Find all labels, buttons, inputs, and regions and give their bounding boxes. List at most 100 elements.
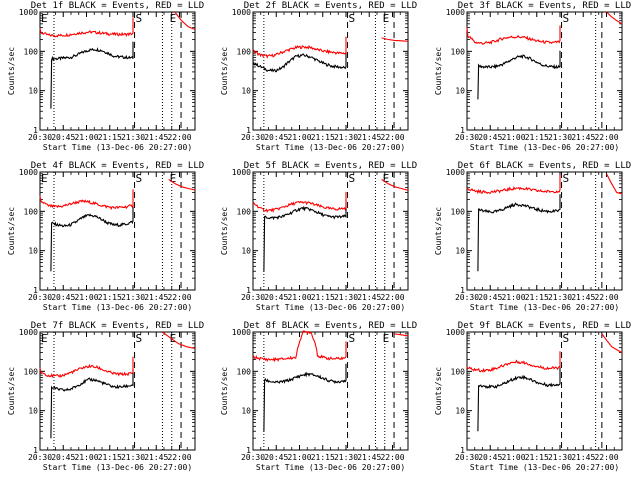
x-tick-label: 21:15	[525, 133, 549, 142]
y-tick-label: 1000	[446, 8, 465, 17]
x-tick-label: 21:45	[571, 293, 595, 302]
x-axis-label: Start Time (13-Dec-06 20:27:00)	[256, 463, 405, 472]
y-axis-label: Counts/sec	[7, 207, 16, 255]
y-tick-label: 100	[24, 207, 39, 216]
y-tick-label: 100	[24, 47, 39, 56]
event-marker-label: E	[383, 12, 390, 25]
x-tick-label: 21:45	[144, 453, 168, 462]
x-tick-label: 21:00	[501, 133, 525, 142]
y-axis-label: Counts/sec	[434, 367, 443, 415]
x-tick-label: 21:45	[144, 133, 168, 142]
x-tick-label: 20:30	[455, 293, 479, 302]
x-tick-label: 21:45	[357, 453, 381, 462]
x-tick-label: 20:45	[264, 453, 288, 462]
lld-series-line	[466, 174, 561, 195]
y-tick-label: 10	[455, 407, 465, 416]
x-tick-label: 21:30	[334, 293, 358, 302]
y-tick-label: 10	[241, 247, 251, 256]
lld-post-event-line	[168, 178, 196, 191]
event-marker-label: E	[41, 172, 48, 185]
y-axis-label: Counts/sec	[434, 47, 443, 95]
events-series-line	[477, 50, 561, 100]
x-tick-label: 20:30	[241, 133, 265, 142]
panel-title: Det 8f BLACK = Events, RED = LLD	[244, 321, 417, 331]
x-axis-label: Start Time (13-Dec-06 20:27:00)	[470, 143, 619, 152]
y-tick-label: 100	[451, 207, 466, 216]
y-tick-label: 1	[246, 286, 251, 295]
y-tick-label: 1000	[19, 168, 38, 177]
x-tick-label: 21:30	[334, 133, 358, 142]
lld-series-line	[39, 17, 134, 38]
event-marker-label: E	[170, 332, 177, 345]
y-tick-label: 10	[28, 87, 38, 96]
y-tick-label: 10	[455, 87, 465, 96]
x-tick-label: 21:00	[74, 453, 98, 462]
panel-title: Det 1f BLACK = Events, RED = LLD	[31, 1, 204, 11]
panel-title: Det 2f BLACK = Events, RED = LLD	[244, 1, 417, 11]
x-tick-label: 22:00	[594, 133, 618, 142]
lld-post-event-line	[381, 178, 409, 191]
x-tick-label: 20:30	[455, 133, 479, 142]
events-series-line	[263, 363, 347, 432]
x-tick-label: 21:15	[311, 453, 335, 462]
x-tick-label: 21:00	[287, 293, 311, 302]
x-tick-label: 20:45	[478, 293, 502, 302]
x-tick-label: 20:45	[478, 133, 502, 142]
y-tick-label: 10	[28, 407, 38, 416]
panel-1: Det 1f BLACK = Events, RED = LLD 1 10 100 10…	[7, 1, 204, 152]
panel-5: Det 5f BLACK = Events, RED = LLD 1 10 100 10…	[220, 161, 417, 312]
event-marker-label: E	[383, 172, 390, 185]
y-axis-label: Counts/sec	[434, 207, 443, 255]
x-tick-label: 21:15	[525, 293, 549, 302]
y-tick-label: 1	[246, 446, 251, 455]
x-tick-label: 21:30	[121, 133, 145, 142]
x-tick-label: 21:15	[311, 293, 335, 302]
lld-series-line	[252, 36, 347, 59]
y-tick-label: 100	[237, 47, 252, 56]
x-tick-label: 22:00	[167, 293, 191, 302]
y-tick-label: 1	[460, 286, 465, 295]
y-tick-label: 100	[24, 367, 39, 376]
event-marker-label: S	[563, 12, 570, 25]
event-marker-label: E	[383, 332, 390, 345]
lld-series-line	[466, 351, 561, 373]
event-marker-label: S	[563, 332, 570, 345]
y-tick-label: 100	[237, 367, 252, 376]
x-tick-label: 20:45	[264, 293, 288, 302]
x-tick-label: 22:00	[380, 293, 404, 302]
y-tick-label: 10	[241, 87, 251, 96]
events-series-line	[50, 205, 134, 272]
panel-title: Det 6f BLACK = Events, RED = LLD	[458, 161, 631, 171]
lld-post-event-line	[174, 11, 196, 31]
x-tick-label: 21:00	[287, 453, 311, 462]
x-axis-label: Start Time (13-Dec-06 20:27:00)	[256, 303, 405, 312]
y-axis-label: Counts/sec	[220, 47, 229, 95]
event-marker-label: S	[349, 172, 356, 185]
x-axis-label: Start Time (13-Dec-06 20:27:00)	[470, 463, 619, 472]
x-axis-label: Start Time (13-Dec-06 20:27:00)	[43, 143, 192, 152]
x-tick-label: 21:30	[121, 453, 145, 462]
x-axis-label: Start Time (13-Dec-06 20:27:00)	[43, 463, 192, 472]
y-tick-label: 1000	[19, 8, 38, 17]
x-tick-label: 20:45	[51, 453, 75, 462]
y-axis-label: Counts/sec	[7, 367, 16, 415]
lld-series-line	[39, 189, 134, 211]
y-tick-label: 1	[33, 446, 38, 455]
x-tick-label: 20:30	[241, 293, 265, 302]
y-tick-label: 1	[33, 286, 38, 295]
x-tick-label: 22:00	[594, 293, 618, 302]
panel-7: Det 7f BLACK = Events, RED = LLD 1 10 100 10…	[7, 321, 204, 472]
x-tick-label: 21:30	[548, 453, 572, 462]
x-tick-label: 20:45	[51, 293, 75, 302]
event-marker-label: E	[41, 332, 48, 345]
panel-2: Det 2f BLACK = Events, RED = LLD 1 10 100 10…	[220, 1, 417, 152]
lld-post-event-line	[381, 37, 409, 42]
panel-6: Det 6f BLACK = Events, RED = LLD 1 10 100 10…	[434, 161, 631, 312]
x-tick-label: 20:30	[28, 453, 52, 462]
x-tick-label: 21:15	[98, 293, 122, 302]
event-marker-label: E	[170, 172, 177, 185]
x-tick-label: 21:15	[525, 453, 549, 462]
y-tick-label: 1	[246, 126, 251, 135]
x-tick-label: 20:45	[51, 133, 75, 142]
